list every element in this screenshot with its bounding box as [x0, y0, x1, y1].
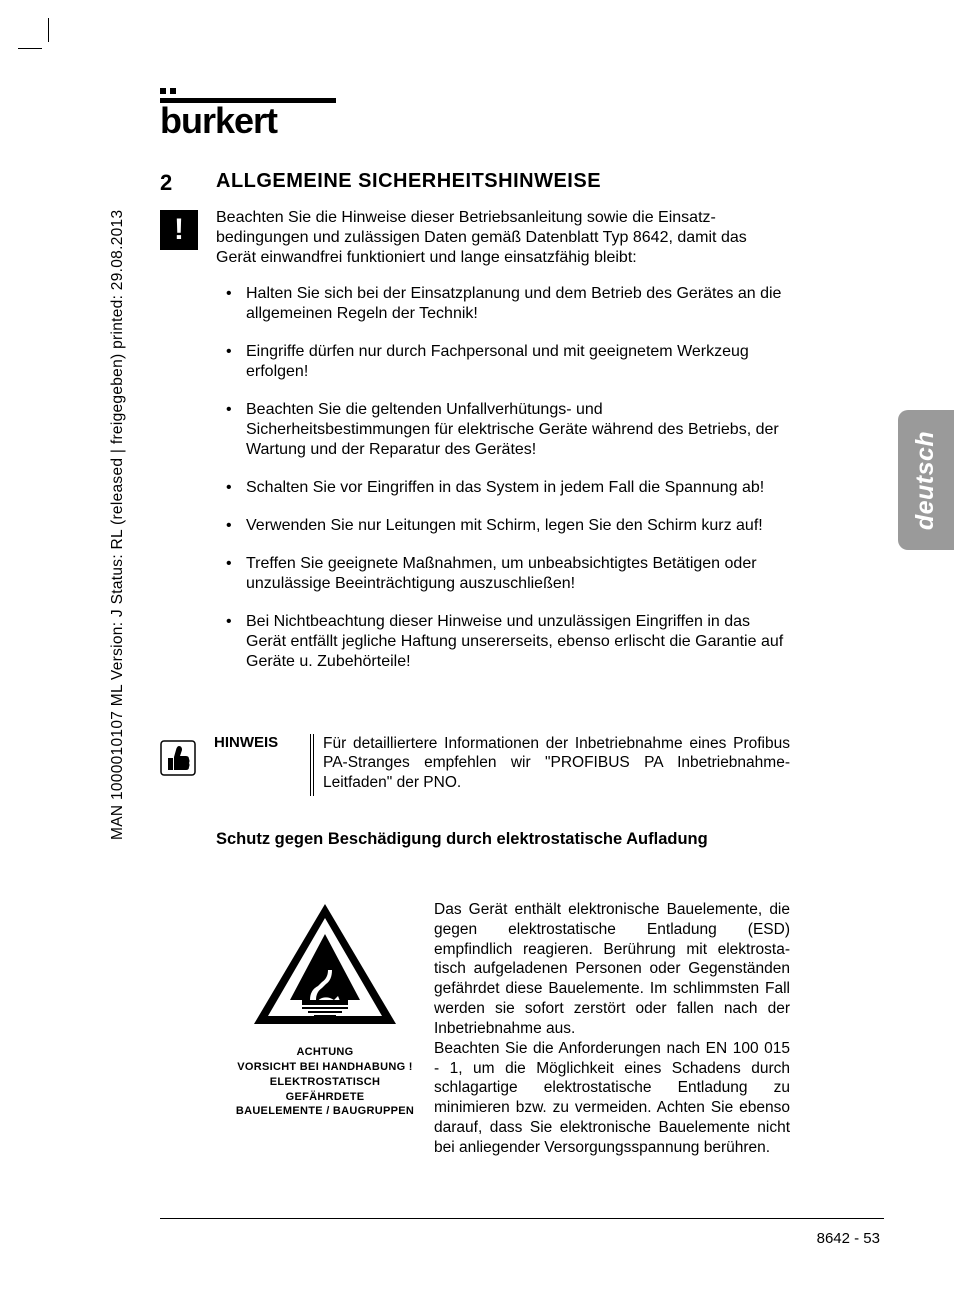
- list-item: Bei Nichtbeachtung dieser Hinweise und u…: [226, 612, 788, 672]
- note-block: HINWEIS Für detailliertere Informationen…: [160, 734, 790, 796]
- list-item: Eingriffe dürfen nur durch Fachpersonal …: [226, 342, 788, 382]
- note-text: Für detailliertere Informationen der Inb…: [323, 734, 790, 796]
- language-tab: deutsch: [898, 410, 954, 550]
- list-item: Beachten Sie die geltenden Unfallverhütu…: [226, 400, 788, 460]
- footer-page-number: 8642 - 53: [817, 1230, 880, 1247]
- esd-subheading: Schutz gegen Beschädigung durch elektros…: [216, 830, 708, 849]
- section-title: ALLGEMEINE SICHERHEITSHINWEISE: [216, 170, 601, 193]
- esd-caption: ACHTUNG VORSICHT BEI HANDHABUNG ! ELEKTR…: [216, 1045, 434, 1119]
- warning-icon: !: [160, 210, 198, 250]
- esd-body-text: Das Gerät enthält elektronische Baueleme…: [434, 900, 790, 1158]
- footer-rule: [160, 1218, 884, 1219]
- thumbs-up-icon: [160, 734, 198, 796]
- list-item: Verwenden Sie nur Leitungen mit Schirm, …: [226, 516, 788, 536]
- list-item: Treffen Sie geeignete Maßnahmen, um unbe…: [226, 554, 788, 594]
- note-label: HINWEIS: [214, 734, 302, 796]
- list-item: Schalten Sie vor Eingriffen in das Syste…: [226, 478, 788, 498]
- language-tab-label: deutsch: [912, 430, 941, 529]
- burkert-logo: burkert: [160, 88, 336, 136]
- safety-bullet-list: Halten Sie sich bei der Einsatzplanung u…: [226, 284, 788, 690]
- intro-paragraph: Beachten Sie die Hinweise dieser Betrieb…: [216, 208, 776, 268]
- esd-warning-icon: [216, 900, 434, 1035]
- document-id-sidebar: MAN 1000010107 ML Version: J Status: RL …: [109, 210, 127, 840]
- esd-section: ACHTUNG VORSICHT BEI HANDHABUNG ! ELEKTR…: [216, 900, 790, 1158]
- list-item: Halten Sie sich bei der Einsatzplanung u…: [226, 284, 788, 324]
- note-divider: [310, 734, 313, 796]
- section-number: 2: [160, 170, 172, 196]
- svg-text:burkert: burkert: [160, 100, 278, 136]
